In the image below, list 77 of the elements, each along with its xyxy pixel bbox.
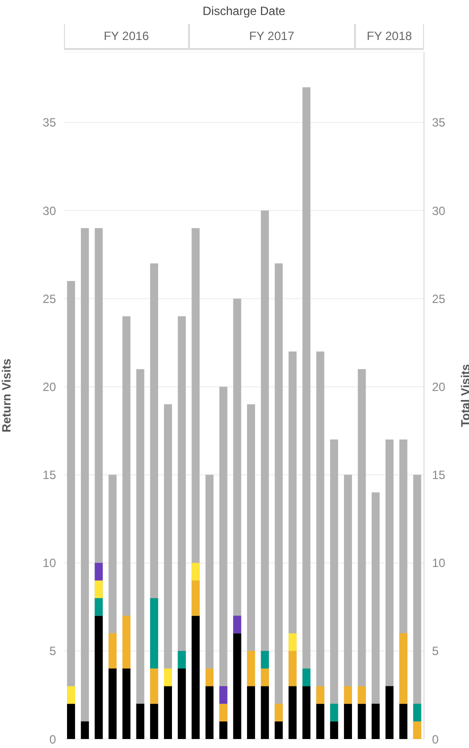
bar [260,668,269,686]
bar [136,704,144,739]
y2-tick-label: 0 [432,732,439,746]
y2-tick-label: 25 [432,292,446,306]
chart-title: Discharge Date [202,4,286,18]
y2-tick-label: 5 [432,644,439,658]
bar [122,616,130,669]
bar [150,704,158,739]
bar [219,686,228,704]
bar [288,633,297,651]
bar [399,704,408,739]
bar [399,633,408,704]
bar [274,704,283,722]
bar [219,704,228,722]
bar [67,704,76,739]
bar [80,721,89,739]
bar [178,650,186,669]
column-header: FY 2018 [354,24,424,50]
bar [206,668,214,686]
bar [192,562,200,580]
bar [330,721,338,739]
bar [247,686,256,739]
bar [372,704,380,739]
bar [192,580,200,616]
bar [288,686,297,739]
bar [344,686,352,704]
bar [206,686,214,739]
bar [233,616,242,634]
y-tick-label: 5 [49,644,56,658]
bar [67,686,76,704]
column-header: FY 2016 [64,24,189,50]
bar [108,633,117,669]
bar [288,650,297,686]
y-tick-label: 30 [42,204,56,218]
bar [164,668,172,686]
bar [316,704,324,739]
bar [302,686,310,739]
bar [150,668,158,704]
y-tick-label: 25 [42,292,56,306]
bar [94,580,103,598]
y-tick-label: 15 [42,468,56,482]
y2-tick-label: 20 [432,380,446,394]
bar [233,633,242,739]
y2-tick-label: 15 [432,468,446,482]
bar [178,668,186,739]
bar [358,704,366,739]
y-axis-title: Return Visits [0,358,14,432]
bar [413,721,422,739]
bar [330,704,338,722]
bar [94,598,103,616]
bar [344,704,352,739]
bar [94,562,103,580]
bar [192,616,200,739]
bar [274,721,283,739]
bar [358,686,366,704]
y-tick-label: 0 [49,732,56,746]
y-tick-label: 10 [42,556,56,570]
bar [150,598,158,669]
y2-axis-title: Total Visits [458,364,469,427]
bar [122,668,130,739]
bar [219,721,228,739]
bar [108,668,117,739]
bar [316,686,324,704]
y2-tick-label: 10 [432,556,446,570]
column-header: FY 2017 [188,24,355,50]
y2-tick-label: 35 [432,116,446,130]
bar [247,650,256,686]
y-tick-label: 35 [42,116,56,130]
bar [164,686,172,739]
bar [302,668,310,686]
bar [94,616,103,739]
bar [413,704,422,722]
bar [260,686,269,739]
bar [260,650,269,669]
bar [386,686,394,739]
y2-tick-label: 30 [432,204,446,218]
y-tick-label: 20 [42,380,56,394]
